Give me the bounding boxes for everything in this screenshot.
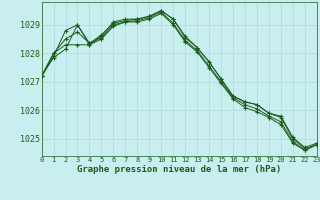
X-axis label: Graphe pression niveau de la mer (hPa): Graphe pression niveau de la mer (hPa) xyxy=(77,165,281,174)
